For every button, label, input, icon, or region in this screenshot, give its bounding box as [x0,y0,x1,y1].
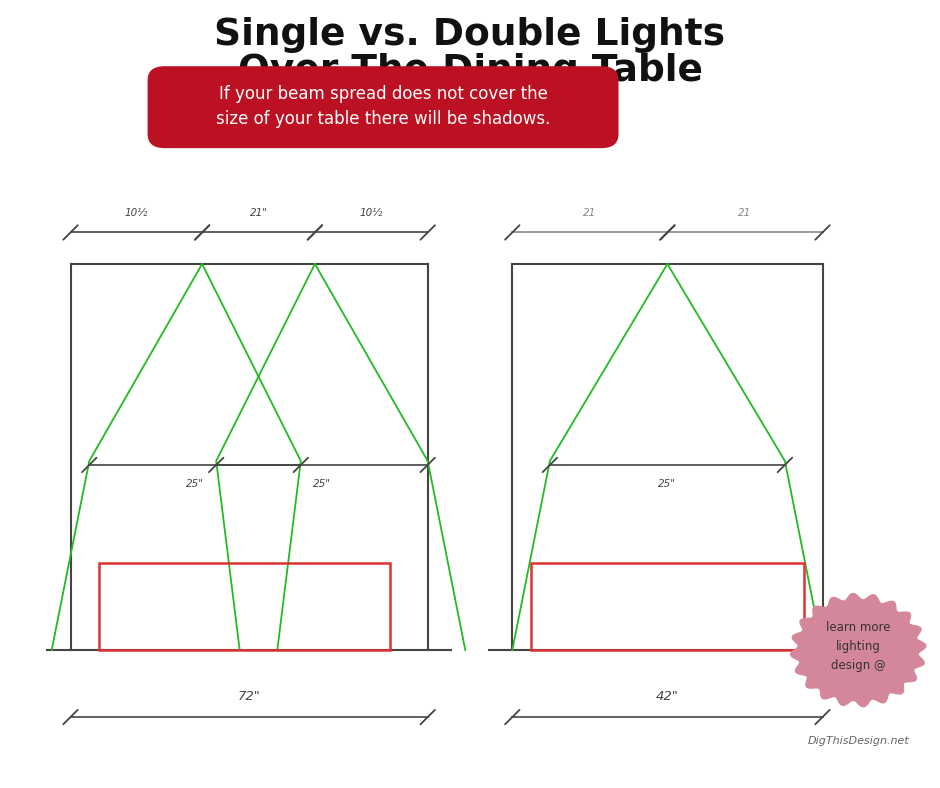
Text: 10½: 10½ [360,208,383,218]
Text: Single vs. Double Lights: Single vs. Double Lights [214,17,726,54]
Bar [531,563,804,650]
Text: Over The Dining Table: Over The Dining Table [238,53,702,89]
Text: DigThisDesign.net: DigThisDesign.net [807,736,909,745]
Text: 25": 25" [186,479,204,489]
FancyBboxPatch shape [148,66,619,148]
Text: 42": 42" [656,690,679,703]
Text: 25": 25" [313,479,331,489]
Text: 25": 25" [658,479,677,489]
Bar [99,563,390,650]
Text: 21": 21" [249,208,268,218]
Text: If your beam spread does not cover the
size of your table there will be shadows.: If your beam spread does not cover the s… [216,84,551,128]
Text: 21: 21 [583,208,597,218]
Text: 10½: 10½ [125,208,148,218]
Polygon shape [791,593,926,707]
Text: learn more
lighting
design @: learn more lighting design @ [826,621,890,671]
Text: 21: 21 [738,208,752,218]
Text: 72": 72" [238,690,260,703]
